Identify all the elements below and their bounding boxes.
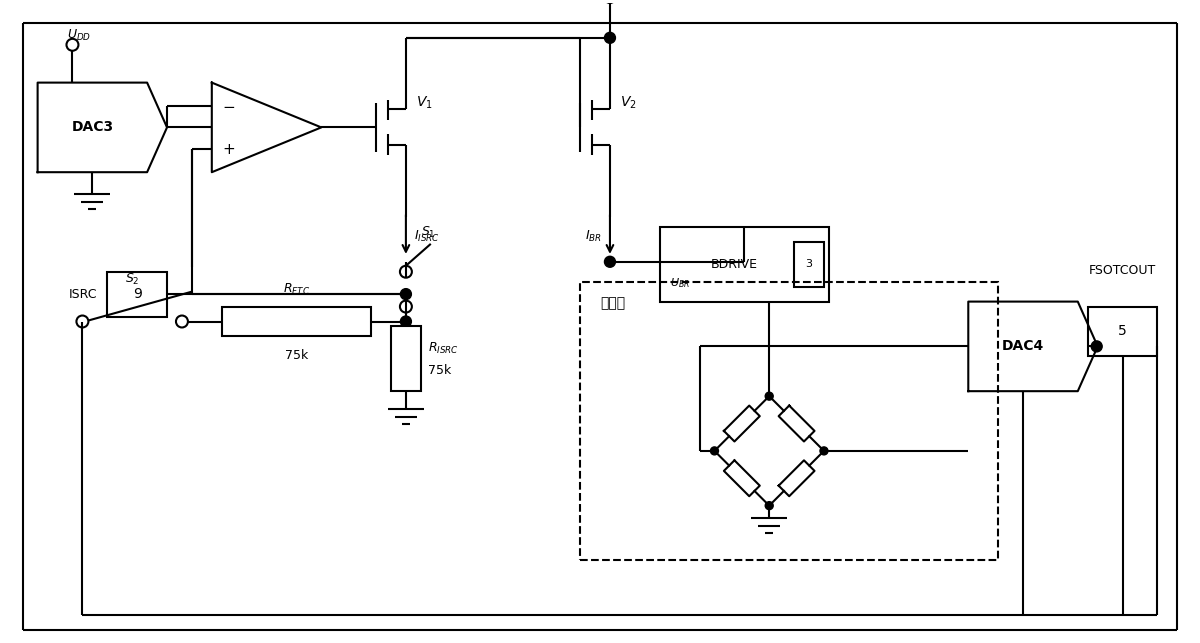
Text: 传感器: 传感器 — [600, 296, 625, 311]
Text: 9: 9 — [133, 287, 142, 301]
Text: DAC4: DAC4 — [1002, 340, 1044, 354]
Circle shape — [401, 316, 412, 327]
Text: ISRC: ISRC — [68, 287, 97, 301]
Bar — [794, 242, 824, 287]
Text: $U_{BR}$: $U_{BR}$ — [670, 276, 690, 289]
Bar — [222, 307, 371, 336]
Circle shape — [401, 289, 412, 300]
Text: $U_{DD}$: $U_{DD}$ — [67, 28, 91, 43]
Text: FSOTCOUT: FSOTCOUT — [1088, 264, 1156, 276]
Bar — [580, 282, 998, 561]
Text: $S_2$: $S_2$ — [125, 271, 139, 287]
Circle shape — [766, 392, 773, 400]
Text: $R_{FTC}$: $R_{FTC}$ — [283, 282, 310, 296]
Text: 75k: 75k — [284, 349, 308, 363]
Circle shape — [1091, 341, 1102, 352]
Bar — [391, 327, 421, 391]
Text: $V_1$: $V_1$ — [416, 95, 432, 111]
Text: $I_{ISRC}$: $I_{ISRC}$ — [414, 229, 440, 244]
Circle shape — [605, 32, 616, 43]
Circle shape — [820, 447, 828, 455]
Text: $S_1$: $S_1$ — [421, 225, 436, 240]
Text: $+$: $+$ — [222, 142, 235, 157]
Circle shape — [605, 257, 616, 267]
Text: $V_2$: $V_2$ — [620, 95, 637, 111]
Bar — [660, 227, 829, 302]
Text: BDRIVE: BDRIVE — [710, 258, 758, 271]
Text: $R_{ISRC}$: $R_{ISRC}$ — [428, 341, 458, 356]
Circle shape — [766, 502, 773, 510]
Text: 3: 3 — [805, 259, 812, 269]
Text: 5: 5 — [1118, 325, 1127, 338]
Text: $I_{BR}$: $I_{BR}$ — [586, 229, 602, 244]
Bar — [107, 272, 167, 316]
Circle shape — [710, 447, 719, 455]
Text: 75k: 75k — [428, 365, 451, 377]
Bar — [1087, 307, 1158, 356]
Text: $-$: $-$ — [222, 98, 235, 113]
Text: DAC3: DAC3 — [71, 120, 114, 134]
